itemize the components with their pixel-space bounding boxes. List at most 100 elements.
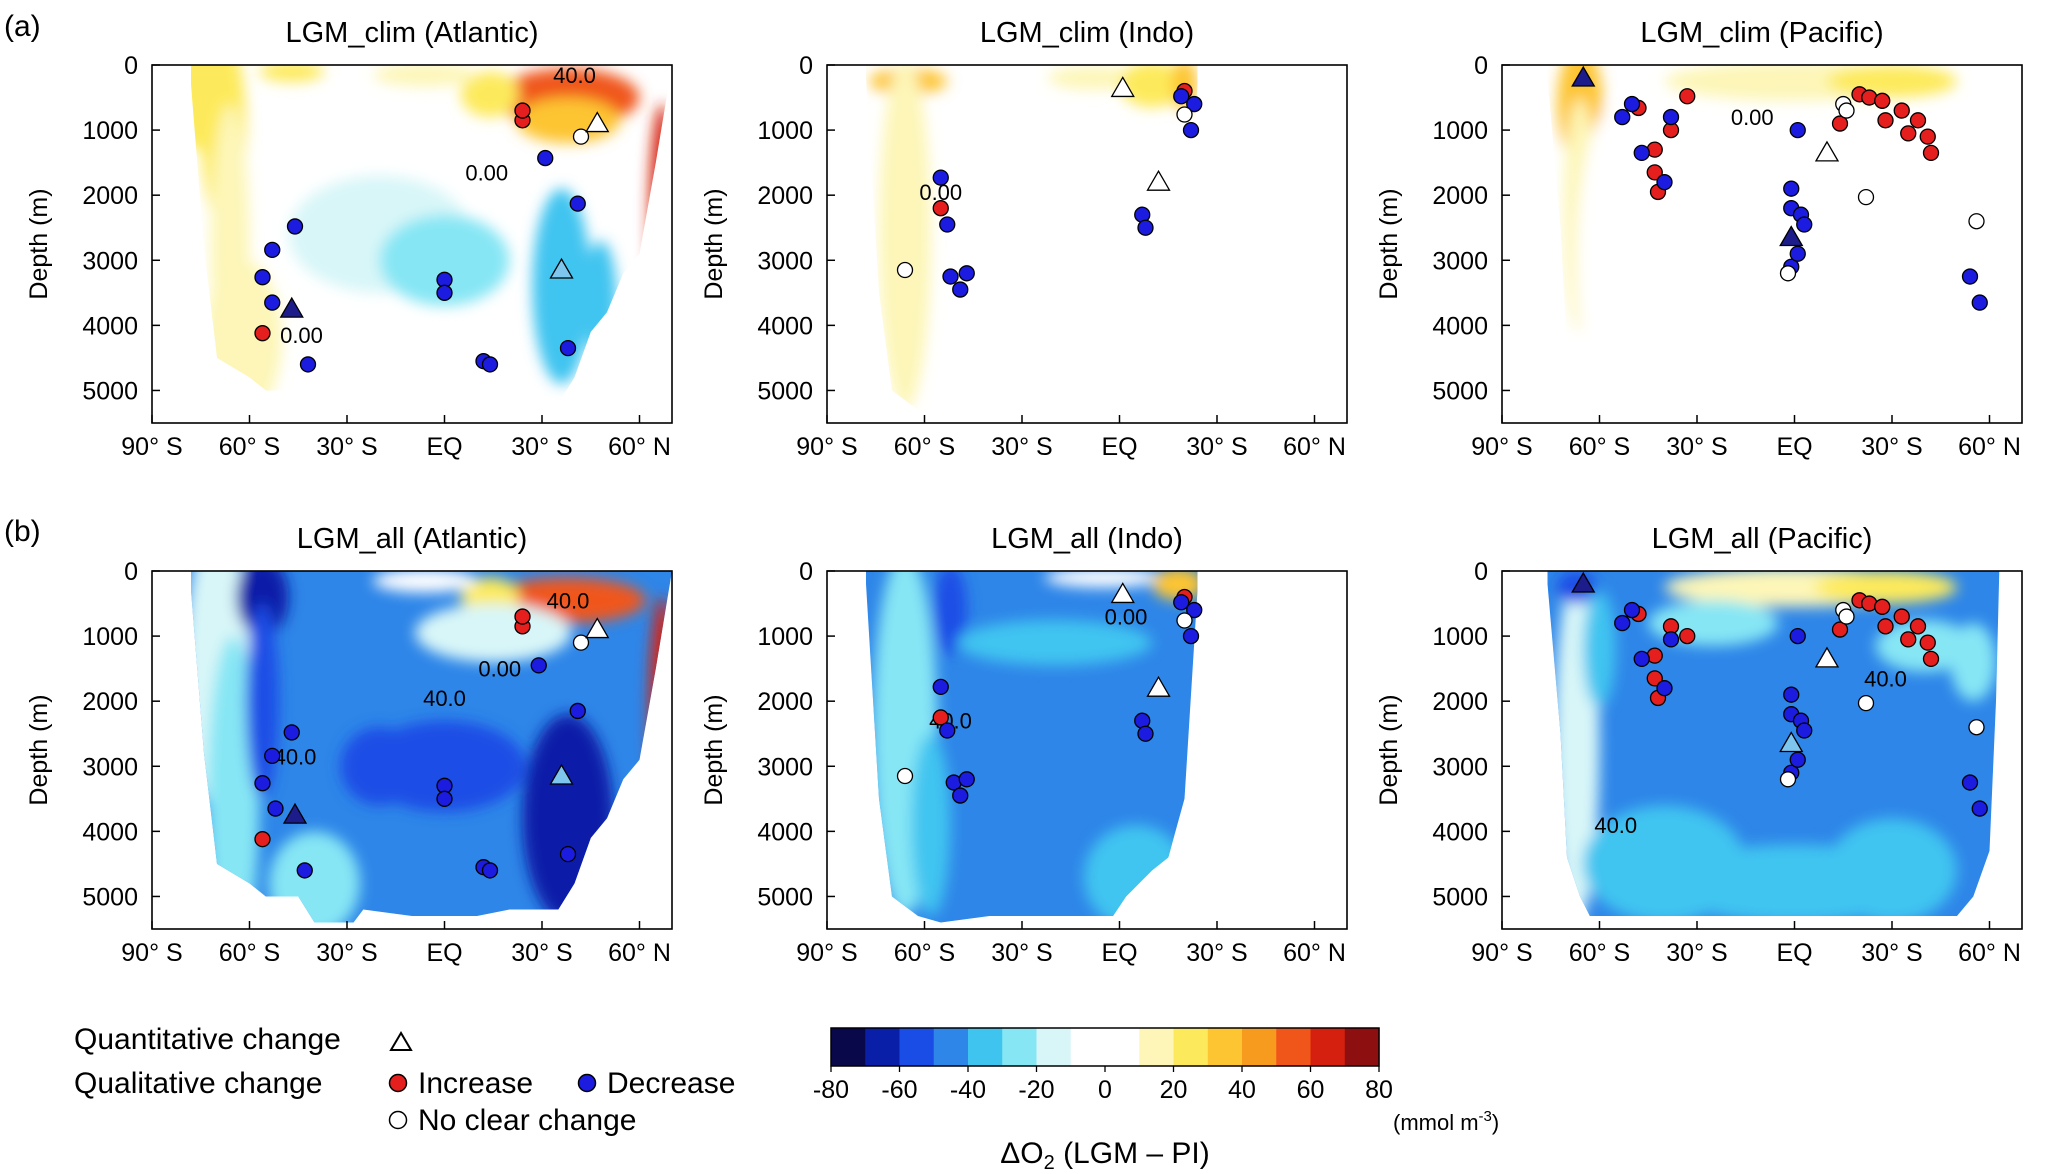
marker-decrease — [952, 787, 969, 804]
y-tick-label: 2000 — [757, 182, 813, 210]
colorbar-cell — [1242, 1028, 1277, 1066]
x-tick-label: 90° S — [796, 939, 857, 967]
marker-decrease — [1633, 144, 1650, 162]
y-tick-label: 2000 — [1432, 688, 1488, 716]
colorbar-tick-label: 40 — [1228, 1076, 1256, 1104]
colorbar-cell — [899, 1028, 935, 1066]
marker-increase — [1831, 115, 1849, 132]
marker-quantitative — [585, 111, 610, 133]
y-tick-label: 4000 — [1432, 312, 1488, 340]
field-blob — [1827, 65, 1957, 98]
x-tick-label: 60° S — [894, 433, 955, 461]
marker-decrease — [1662, 631, 1680, 648]
marker-decrease — [1789, 121, 1806, 139]
field-blob — [1119, 65, 1185, 108]
colorbar-cell — [933, 1028, 969, 1066]
colorbar-cell — [1344, 1028, 1380, 1066]
marker-decrease — [1186, 601, 1203, 619]
y-tick-label: 1000 — [757, 117, 813, 145]
legend-quantitative-label: Quantitative change — [74, 1023, 341, 1056]
x-tick-label: 60° N — [1958, 433, 2021, 461]
panel-indo-clim: LGM_clim (Indo) Depth (m) 0 1000 2000 3000 400… — [700, 17, 1348, 461]
legend-qualitative-label: Qualitative change — [74, 1067, 323, 1100]
marker-decrease — [569, 702, 586, 720]
contour-label: 0.00 — [465, 160, 508, 185]
field-blob — [879, 65, 931, 410]
y-tick-label: 5000 — [1432, 377, 1488, 405]
y-tick-label: 1000 — [82, 117, 138, 145]
field-blob — [957, 619, 1152, 666]
marker-decrease — [1789, 627, 1806, 645]
panel-title: LGM_all (Pacific) — [1652, 523, 1873, 555]
colorbar-tick-label: 80 — [1365, 1076, 1393, 1104]
marker-quantitative — [1814, 646, 1840, 668]
marker-decrease — [958, 265, 975, 282]
marker-increase — [1893, 102, 1910, 119]
colorbar-tick-label: 20 — [1160, 1076, 1188, 1104]
x-tick-label: 90° S — [121, 939, 182, 967]
field-blob — [532, 188, 591, 384]
x-tick-label: 90° S — [1471, 939, 1532, 967]
colorbar-title: ΔO2 (LGM – PI) — [1000, 1137, 1210, 1174]
field-blob — [373, 65, 477, 87]
marker-decrease — [939, 216, 956, 233]
field-blob — [1810, 234, 1941, 410]
legend-decrease-label: Decrease — [607, 1067, 735, 1100]
y-tick-label: 2000 — [1432, 182, 1488, 210]
marker-quantitative — [1110, 582, 1135, 604]
marker-decrease — [932, 678, 949, 696]
marker-decrease — [264, 747, 281, 765]
colorbar-tick-label: -60 — [881, 1076, 917, 1104]
marker-increase — [1679, 88, 1696, 105]
marker-decrease — [1783, 180, 1800, 197]
colorbar-cell — [1105, 1028, 1140, 1066]
y-tick-label: 1000 — [757, 623, 813, 651]
colorbar-tick-label: -40 — [950, 1076, 986, 1104]
marker-increase — [1831, 621, 1849, 638]
marker-increase — [254, 325, 271, 342]
colorbar-cell — [1173, 1028, 1209, 1066]
marker-quantitative — [1571, 571, 1596, 593]
field-blob — [1814, 571, 1957, 604]
x-tick-label: 30° S — [316, 433, 377, 461]
colorbar-cell — [968, 1028, 1003, 1066]
panel-label-b: (b) — [4, 515, 41, 548]
marker-decrease — [1623, 601, 1641, 619]
contour-label: 0.00 — [478, 657, 521, 682]
x-tick-label: 30° S — [511, 433, 572, 461]
marker-none — [1176, 106, 1193, 123]
x-tick-label: 30° S — [1666, 433, 1727, 461]
marker-decrease — [296, 862, 313, 879]
panel-label-a: (a) — [4, 10, 41, 43]
x-tick-label: 60° N — [608, 433, 671, 461]
colorbar: -80 -60 -40 -20 0 20 40 60 80 (mmol m-3) ΔO2 (LG… — [813, 1027, 1499, 1174]
x-tick-label: 90° S — [121, 433, 182, 461]
marker-increase — [1877, 112, 1894, 129]
contour-label: 40.0 — [423, 686, 466, 711]
marker-none — [896, 767, 914, 785]
y-axis-label: Depth (m) — [25, 694, 53, 805]
x-tick-label: 60° N — [1958, 939, 2021, 967]
marker-decrease — [1961, 774, 1979, 791]
y-tick-label: 0 — [799, 52, 813, 80]
y-tick-label: 3000 — [757, 753, 813, 781]
marker-decrease — [481, 862, 499, 879]
marker-decrease — [1971, 294, 1988, 311]
plot-frame — [1501, 64, 2023, 424]
colorbar-cell — [1276, 1028, 1312, 1066]
y-tick-label: 1000 — [82, 623, 138, 651]
marker-quantitative — [282, 802, 308, 824]
marker-decrease — [254, 269, 271, 286]
panel-atlantic-clim: LGM_clim (Atlantic) Depth (m) 0 1000 2000 300… — [25, 17, 673, 461]
marker-decrease — [1186, 95, 1203, 113]
x-tick-label: EQ — [1776, 939, 1812, 967]
marker-none — [1968, 719, 1985, 736]
marker-increase — [1922, 144, 1940, 162]
colorbar-ticks: -80 -60 -40 -20 0 20 40 60 80 — [813, 1066, 1393, 1104]
colorbar-cell — [1002, 1028, 1038, 1066]
x-tick-label: 60° S — [219, 939, 280, 967]
panel-title: LGM_clim (Indo) — [980, 17, 1194, 49]
x-tick-label: 60° S — [1569, 433, 1630, 461]
colorbar-tick-label: -80 — [813, 1076, 849, 1104]
